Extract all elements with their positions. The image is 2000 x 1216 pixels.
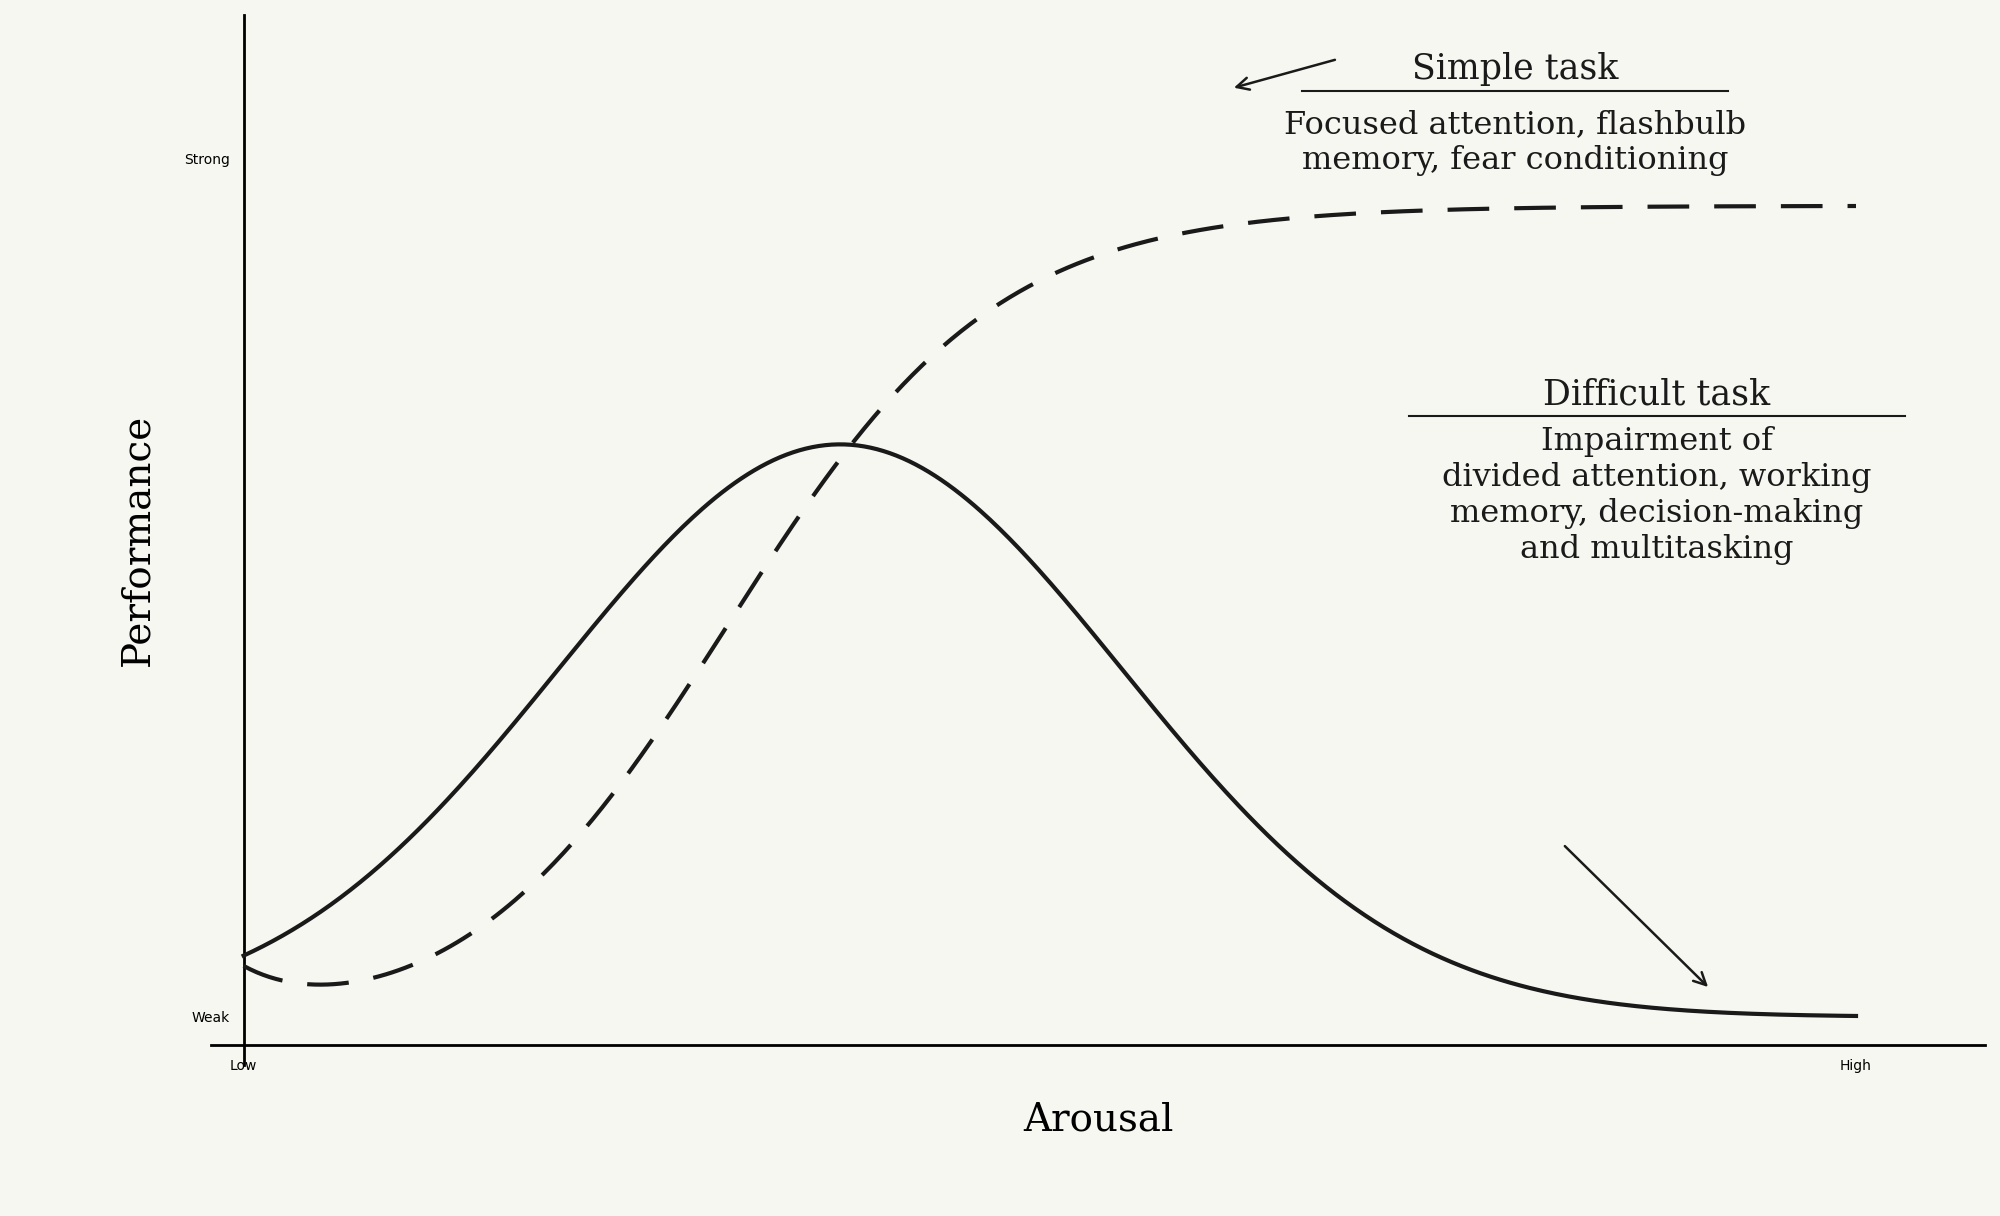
X-axis label: Arousal: Arousal bbox=[1022, 1102, 1174, 1138]
Text: Simple task: Simple task bbox=[1412, 52, 1618, 86]
Text: Impairment of
divided attention, working
memory, decision-making
and multitaskin: Impairment of divided attention, working… bbox=[1442, 427, 1872, 564]
Y-axis label: Performance: Performance bbox=[120, 413, 156, 666]
Text: Difficult task: Difficult task bbox=[1544, 377, 1770, 411]
Text: Focused attention, flashbulb
memory, fear conditioning: Focused attention, flashbulb memory, fea… bbox=[1284, 109, 1746, 176]
